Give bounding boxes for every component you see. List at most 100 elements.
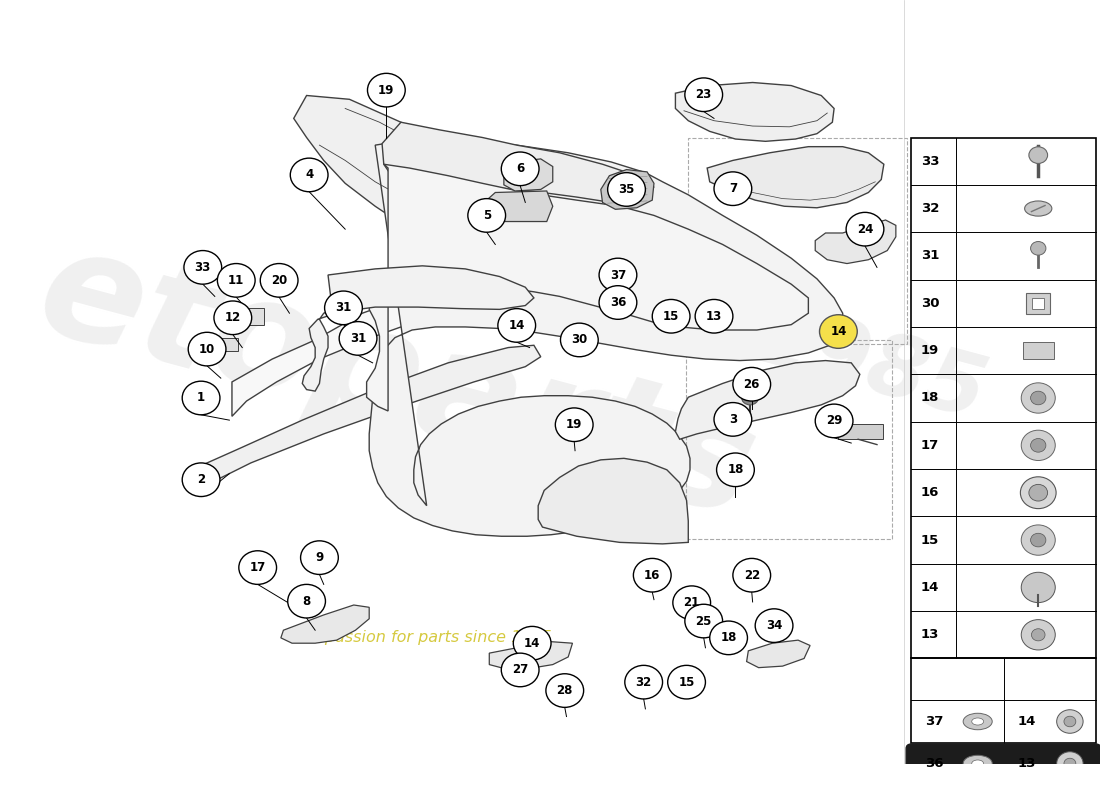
Circle shape	[183, 381, 220, 414]
Text: 17: 17	[921, 439, 939, 452]
Circle shape	[502, 653, 539, 686]
Bar	[1032, 298, 1044, 309]
Circle shape	[695, 299, 733, 333]
Text: 11: 11	[228, 274, 244, 287]
Circle shape	[1057, 752, 1084, 775]
Circle shape	[607, 173, 646, 206]
Circle shape	[546, 674, 584, 707]
Polygon shape	[675, 361, 860, 439]
Circle shape	[183, 463, 220, 497]
Circle shape	[1057, 710, 1084, 734]
Text: 28: 28	[557, 684, 573, 697]
Bar	[685, 340, 892, 538]
Circle shape	[1021, 477, 1056, 509]
Circle shape	[714, 402, 751, 436]
Circle shape	[815, 404, 852, 438]
Polygon shape	[490, 642, 572, 669]
Circle shape	[184, 250, 222, 284]
Text: 19: 19	[378, 84, 395, 97]
Circle shape	[561, 323, 598, 357]
Text: 14: 14	[1018, 715, 1036, 728]
Circle shape	[673, 586, 711, 619]
Polygon shape	[232, 267, 542, 416]
Polygon shape	[538, 458, 689, 544]
Text: a passion for parts since 1985: a passion for parts since 1985	[310, 630, 552, 646]
Circle shape	[1031, 534, 1046, 547]
Text: 8: 8	[302, 594, 310, 608]
Polygon shape	[504, 159, 553, 191]
Ellipse shape	[971, 718, 983, 725]
Circle shape	[1021, 620, 1055, 650]
Circle shape	[1021, 430, 1055, 461]
Text: 23: 23	[695, 88, 712, 102]
Circle shape	[288, 584, 326, 618]
Text: 24: 24	[857, 222, 873, 236]
Text: 37: 37	[925, 715, 944, 728]
Circle shape	[218, 263, 255, 297]
Circle shape	[1064, 716, 1076, 726]
Text: 13: 13	[921, 628, 939, 642]
Bar	[189, 260, 214, 279]
Text: 15: 15	[921, 534, 939, 546]
Text: 30: 30	[571, 334, 587, 346]
Polygon shape	[382, 122, 654, 202]
Polygon shape	[675, 82, 834, 142]
Bar	[217, 338, 238, 351]
Circle shape	[1028, 484, 1047, 501]
Circle shape	[188, 332, 226, 366]
Text: 32: 32	[921, 202, 939, 215]
Circle shape	[668, 666, 705, 699]
Circle shape	[710, 621, 748, 654]
Circle shape	[685, 604, 723, 638]
Text: 25: 25	[695, 614, 712, 627]
Polygon shape	[370, 138, 843, 536]
Text: 26: 26	[744, 378, 760, 390]
Polygon shape	[747, 640, 810, 668]
Text: 36: 36	[609, 296, 626, 309]
Text: 7: 7	[729, 182, 737, 195]
Polygon shape	[486, 191, 553, 222]
Ellipse shape	[964, 755, 992, 772]
Bar	[911, 138, 1096, 658]
Text: 36: 36	[925, 757, 944, 770]
Polygon shape	[707, 146, 883, 208]
Circle shape	[714, 172, 751, 206]
Circle shape	[1028, 146, 1047, 163]
Text: 37: 37	[609, 269, 626, 282]
Text: 22: 22	[744, 569, 760, 582]
Circle shape	[634, 558, 671, 592]
Circle shape	[1021, 525, 1055, 555]
Text: 33: 33	[195, 261, 211, 274]
Text: 18: 18	[720, 631, 737, 644]
Circle shape	[468, 198, 506, 232]
Text: 4: 4	[305, 169, 314, 182]
Polygon shape	[601, 170, 654, 210]
Text: 1: 1	[197, 391, 205, 405]
Text: 20: 20	[271, 274, 287, 287]
Circle shape	[261, 263, 298, 297]
Text: 29: 29	[826, 414, 843, 427]
Text: 31: 31	[336, 302, 352, 314]
Text: 31: 31	[350, 332, 366, 345]
Text: 31: 31	[921, 250, 939, 262]
Text: 19: 19	[921, 344, 939, 357]
Circle shape	[600, 286, 637, 319]
Bar	[838, 424, 883, 439]
Text: 15: 15	[679, 676, 695, 689]
Ellipse shape	[964, 714, 992, 730]
Circle shape	[600, 258, 637, 292]
Text: 12: 12	[224, 311, 241, 324]
Polygon shape	[280, 605, 370, 643]
Circle shape	[820, 314, 857, 348]
Circle shape	[756, 609, 793, 642]
Circle shape	[1032, 629, 1045, 641]
Circle shape	[339, 322, 377, 355]
Circle shape	[741, 390, 759, 405]
Text: 30: 30	[921, 297, 939, 310]
Polygon shape	[366, 164, 808, 411]
Polygon shape	[294, 95, 483, 245]
Circle shape	[1031, 391, 1046, 405]
Text: 35: 35	[618, 183, 635, 196]
Circle shape	[1031, 242, 1046, 255]
Circle shape	[502, 152, 539, 186]
